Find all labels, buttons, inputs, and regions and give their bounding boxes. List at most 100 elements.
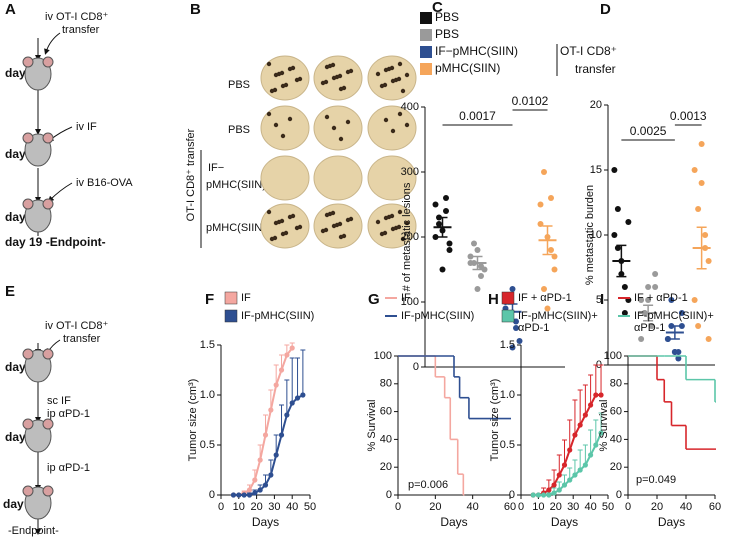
- error-bar: [273, 364, 279, 385]
- y-axis-label: Tumor size (cm³): [489, 379, 501, 462]
- lesion: [330, 62, 336, 68]
- point: [671, 349, 678, 355]
- lesion: [330, 210, 336, 216]
- point: [668, 297, 675, 303]
- y-tick-label: 40: [610, 433, 622, 445]
- y-tick-label: 15: [590, 164, 602, 176]
- x-tick-label: 0: [625, 501, 631, 513]
- error-bar: [593, 419, 599, 445]
- x-tick-label: 0: [518, 501, 524, 513]
- point: [577, 467, 583, 473]
- point: [611, 232, 618, 238]
- y-axis-label: % metastatic burden: [584, 185, 596, 285]
- sem-bar: [643, 304, 654, 322]
- lung: [260, 105, 310, 151]
- point: [439, 266, 446, 273]
- x-tick-label: 60: [709, 501, 721, 513]
- panel-label: F: [205, 291, 214, 308]
- point: [446, 240, 453, 247]
- lesion: [397, 111, 403, 117]
- point: [432, 234, 439, 240]
- mouse-ear: [42, 418, 54, 430]
- point: [541, 492, 547, 498]
- lesion: [390, 128, 396, 134]
- lesion: [383, 117, 389, 123]
- y-tick-label: 1.0: [500, 389, 515, 401]
- comparison-label: 0.0102: [512, 94, 549, 108]
- point: [588, 402, 594, 408]
- point: [614, 206, 621, 212]
- lesion: [400, 236, 406, 242]
- x-tick-label: 0: [395, 501, 401, 513]
- lung: [260, 55, 310, 101]
- point: [698, 180, 705, 186]
- error-bar: [588, 429, 594, 455]
- point: [284, 412, 290, 418]
- legend-swatch: [420, 29, 432, 41]
- lesion: [341, 233, 347, 239]
- panel-label: D: [600, 1, 611, 18]
- error-bar: [556, 454, 562, 475]
- y-tick-label: 1.5: [500, 339, 515, 351]
- point: [541, 286, 547, 292]
- scheme-text: iv OT-I CD8⁺: [45, 320, 108, 332]
- point: [593, 442, 599, 448]
- lesion: [397, 61, 403, 67]
- point: [537, 201, 544, 208]
- lesion: [396, 76, 402, 82]
- point: [582, 412, 588, 418]
- mouse-ear: [22, 198, 34, 210]
- point: [567, 447, 573, 453]
- x-tick-label: 20: [429, 501, 441, 513]
- error-bar: [300, 349, 306, 395]
- y-tick-label: 300: [401, 166, 419, 178]
- lesion: [283, 230, 289, 236]
- panel-label: C: [432, 0, 443, 16]
- point: [537, 221, 544, 227]
- lesion: [345, 119, 351, 125]
- point: [556, 487, 562, 493]
- point: [289, 400, 295, 406]
- point: [582, 462, 588, 468]
- lesion: [404, 72, 410, 78]
- point: [436, 221, 442, 227]
- legend-label: IF: [401, 292, 411, 304]
- point: [645, 284, 652, 290]
- lesion: [375, 219, 381, 225]
- point: [551, 266, 558, 273]
- lesion: [348, 216, 354, 222]
- point: [598, 392, 604, 398]
- point: [588, 452, 594, 458]
- point: [471, 240, 477, 247]
- lung: [367, 155, 417, 201]
- y-axis-label: % Survival: [598, 400, 610, 452]
- point: [648, 323, 655, 329]
- scheme-text: -Endpoint-: [8, 525, 59, 537]
- error-bar: [284, 379, 290, 415]
- y-tick-label: 80: [380, 378, 392, 390]
- point: [516, 338, 523, 344]
- point: [513, 325, 519, 331]
- point: [645, 297, 652, 303]
- x-tick-label: 10: [532, 501, 544, 513]
- lesion: [266, 111, 272, 117]
- point: [278, 367, 285, 373]
- point: [652, 284, 659, 290]
- sem-bar: [542, 225, 553, 256]
- point: [548, 247, 554, 253]
- point: [548, 195, 554, 201]
- error-bar: [598, 364, 604, 395]
- point: [621, 310, 628, 316]
- point: [246, 487, 253, 493]
- lung: [313, 155, 363, 201]
- point: [572, 432, 578, 438]
- y-tick-label: 5: [596, 294, 602, 306]
- x-axis-label: Days: [252, 515, 279, 529]
- point: [432, 201, 439, 208]
- sem-bar: [669, 325, 680, 340]
- point: [567, 477, 573, 483]
- y-tick-label: 20: [610, 461, 622, 473]
- y-axis-label: # of metastatic lesions: [401, 182, 413, 291]
- scheme-text: transfer: [62, 24, 100, 36]
